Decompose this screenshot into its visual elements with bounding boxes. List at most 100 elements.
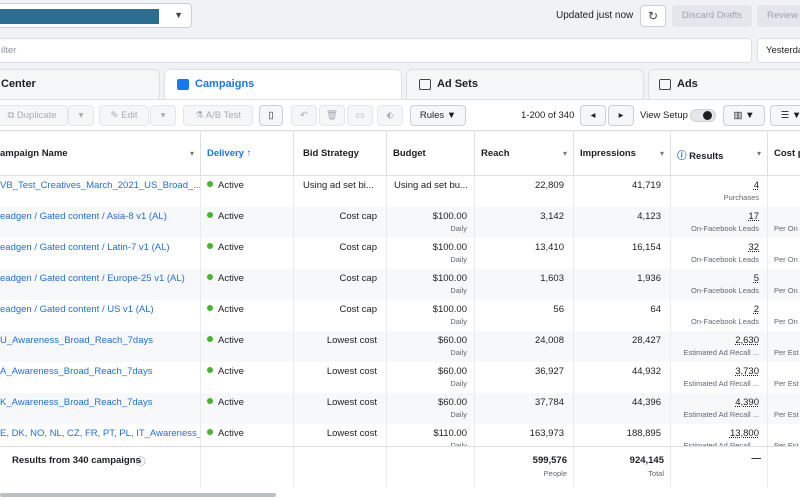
view-setup-label: View Setup <box>640 110 688 121</box>
table-row[interactable]: K_Awareness_Broad_Reach_7days Active Lowes… <box>0 393 800 424</box>
tab-ads[interactable]: Ads <box>648 69 800 99</box>
tag-icon: ⬖ <box>386 110 394 121</box>
campaign-name-link[interactable]: A_Awareness_Broad_Reach_7days <box>0 366 153 377</box>
column-header-cost-per-result[interactable]: Cost p <box>768 132 800 176</box>
bid-strategy: Cost cap <box>339 211 378 222</box>
footer-impressions: 924,145 <box>629 455 664 466</box>
tag-button[interactable]: ⬖ <box>377 105 403 126</box>
rules-button[interactable]: Rules ▼ <box>410 105 466 126</box>
cell-name: VB_Test_Creatives_March_2021_US_Broad_..… <box>0 176 201 207</box>
footer-reach-cell: 599,576 People <box>475 447 574 487</box>
column-header-impressions[interactable]: Impressions ▾ <box>574 132 671 176</box>
table-row[interactable]: eadgen / Gated content / US v1 (AL) Activ… <box>0 300 800 331</box>
breakdown-icon: ☰ <box>780 110 790 121</box>
next-page-button[interactable]: ▸ <box>608 105 634 126</box>
chevron-right-icon: ▸ <box>618 110 624 121</box>
results-value[interactable]: 32 <box>748 242 759 253</box>
campaign-name-link[interactable]: eadgen / Gated content / Asia-8 v1 (AL) <box>0 211 167 222</box>
results-value[interactable]: 17 <box>748 211 759 222</box>
tab-campaigns[interactable]: Campaigns <box>164 69 402 99</box>
budget-value[interactable]: $60.00 <box>437 335 467 346</box>
campaign-name-link[interactable]: eadgen / Gated content / Latin-7 v1 (AL) <box>0 242 170 253</box>
delivery-status-wrap: Active <box>207 180 244 191</box>
table-row[interactable]: U_Awareness_Broad_Reach_7days Active Lowes… <box>0 331 800 362</box>
tab-account-overview[interactable]: Center <box>0 69 160 99</box>
table-footer-summary: Results from 340 campaigns ⓘ 599,576 Peo… <box>0 446 800 487</box>
review-button[interactable]: Review <box>757 5 800 27</box>
footer-reach-sub: People <box>543 469 567 478</box>
column-header-delivery[interactable]: Delivery ↑ <box>201 132 294 176</box>
search-filter-input[interactable]: ilter <box>0 38 752 63</box>
table-row[interactable]: A_Awareness_Broad_Reach_7days Active Lowes… <box>0 362 800 393</box>
duplicate-button[interactable]: ⧉ Duplicate <box>0 105 68 126</box>
previous-page-button[interactable]: ◂ <box>580 105 606 126</box>
campaign-name-link[interactable]: E, DK, NO, NL, CZ, FR, PT, PL, IT_Awaren… <box>0 428 201 439</box>
delivery-status: Active <box>218 273 244 284</box>
campaign-name-link[interactable]: U_Awareness_Broad_Reach_7days <box>0 335 153 346</box>
table-row[interactable]: E, DK, NO, NL, CZ, FR, PT, PL, IT_Awaren… <box>0 424 800 455</box>
cell-cost: Per Est <box>768 424 800 455</box>
cell-budget: $100.00 Daily <box>387 238 475 269</box>
cell-reach: 163,973 <box>475 424 574 455</box>
column-header-results[interactable]: ⓘ Results ▾ <box>671 132 768 176</box>
ab-test-button[interactable]: ⚗ A/B Test <box>183 105 253 126</box>
budget-value[interactable]: $100.00 <box>432 211 467 222</box>
column-header-reach[interactable]: Reach ▾ <box>475 132 574 176</box>
budget-value[interactable]: $100.00 <box>432 242 467 253</box>
budget-value[interactable]: $60.00 <box>437 397 467 408</box>
results-value[interactable]: 3,730 <box>735 366 759 377</box>
delivery-status: Active <box>218 335 244 346</box>
refresh-button[interactable]: ↻ <box>640 5 666 27</box>
cost-type: Per Est <box>774 379 799 388</box>
campaign-name-link[interactable]: VB_Test_Creatives_March_2021_US_Broad_..… <box>0 180 201 191</box>
budget-value[interactable]: Using ad set bu... <box>394 180 468 191</box>
edit-button[interactable]: ✎ Edit <box>99 105 149 126</box>
tab-label: Ads <box>677 78 698 90</box>
preview-button[interactable]: ▭ <box>347 105 373 126</box>
reach-value: 56 <box>553 304 564 315</box>
view-setup-toggle[interactable] <box>690 109 716 122</box>
budget-value[interactable]: $100.00 <box>432 273 467 284</box>
results-type: On-Facebook Leads <box>691 255 759 264</box>
table-row[interactable]: VB_Test_Creatives_March_2021_US_Broad_..… <box>0 176 800 207</box>
account-selector[interactable]: ▼ <box>0 3 192 28</box>
delete-button[interactable]: 🗑 <box>319 105 345 126</box>
breakdown-button[interactable]: ☰ ▼ <box>770 105 800 126</box>
discard-drafts-button[interactable]: Discard Drafts <box>672 5 752 27</box>
results-value[interactable]: 4,390 <box>735 397 759 408</box>
duplicate-dropdown-button[interactable]: ▾ <box>68 105 94 126</box>
columns-button[interactable]: ▥ ▼ <box>723 105 765 126</box>
status-dot-icon <box>207 243 213 249</box>
edit-label: Edit <box>121 110 138 121</box>
table-row[interactable]: eadgen / Gated content / Latin-7 v1 (AL)… <box>0 238 800 269</box>
status-dot-icon <box>207 212 213 218</box>
cell-delivery: Active <box>201 269 294 300</box>
clipboard-button[interactable]: ▯ <box>259 105 283 126</box>
results-value[interactable]: 2,630 <box>735 335 759 346</box>
table-row[interactable]: eadgen / Gated content / Asia-8 v1 (AL) A… <box>0 207 800 238</box>
tab-ad-sets[interactable]: Ad Sets <box>406 69 644 99</box>
horizontal-scrollbar[interactable] <box>0 493 276 497</box>
results-value[interactable]: 5 <box>753 273 759 284</box>
undo-button[interactable]: ↶ <box>291 105 317 126</box>
cell-cost: Per Est <box>768 393 800 424</box>
budget-value[interactable]: $100.00 <box>432 304 467 315</box>
cell-name: K_Awareness_Broad_Reach_7days <box>0 393 201 424</box>
budget-value[interactable]: $60.00 <box>437 366 467 377</box>
status-dot-icon <box>207 181 213 187</box>
results-value[interactable]: 4 <box>753 180 759 191</box>
campaign-name-link[interactable]: eadgen / Gated content / Europe-25 v1 (A… <box>0 273 185 284</box>
table-row[interactable]: eadgen / Gated content / Europe-25 v1 (A… <box>0 269 800 300</box>
campaign-name-link[interactable]: eadgen / Gated content / US v1 (AL) <box>0 304 154 315</box>
edit-dropdown-button[interactable]: ▾ <box>150 105 176 126</box>
column-header-budget[interactable]: Budget <box>387 132 475 176</box>
chevron-left-icon: ◂ <box>590 110 596 121</box>
column-header-campaign-name[interactable]: ampaign Name ▾ <box>0 132 201 176</box>
results-value[interactable]: 2 <box>753 304 759 315</box>
date-range-button[interactable]: Yesterday <box>757 38 800 63</box>
campaign-name-link[interactable]: K_Awareness_Broad_Reach_7days <box>0 397 153 408</box>
column-header-bid-strategy[interactable]: Bid Strategy <box>294 132 387 176</box>
cost-type: Per Est <box>774 348 799 357</box>
budget-value[interactable]: $110.00 <box>433 428 467 439</box>
results-value[interactable]: 13,800 <box>729 428 759 439</box>
